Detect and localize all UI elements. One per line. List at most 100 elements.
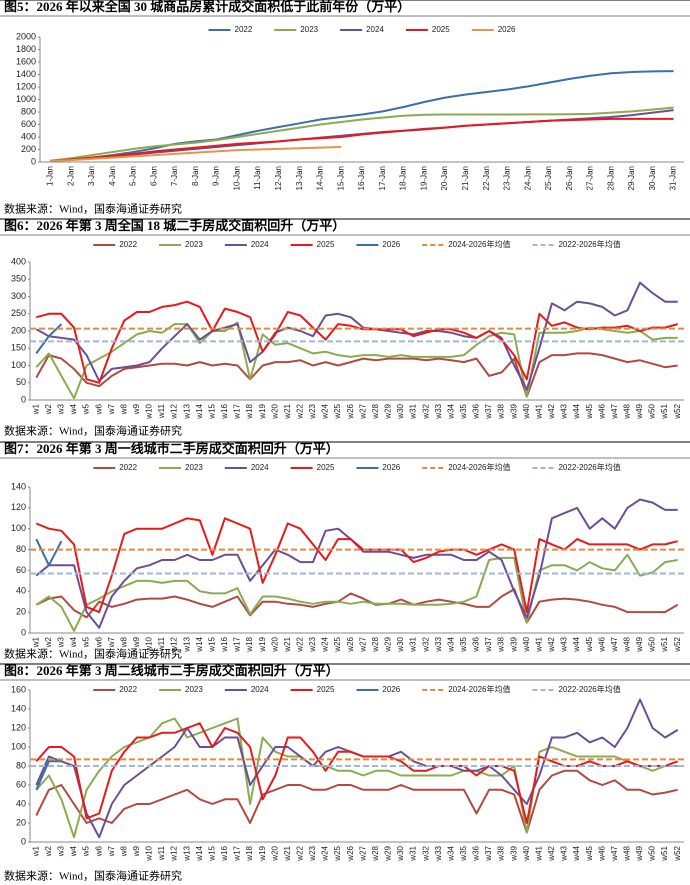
x-tick-label: w13 (182, 403, 191, 419)
x-tick-label: w16 (220, 636, 229, 652)
x-tick-label: 11-Jan (253, 166, 262, 190)
x-tick-label: w43 (560, 403, 569, 419)
legend-label: 2025 (317, 240, 335, 249)
y-tick-label: 80 (16, 544, 26, 554)
x-tick-label: w40 (522, 636, 531, 652)
x-tick-label: w37 (484, 845, 493, 861)
x-tick-label: w46 (597, 403, 606, 419)
y-tick-label: 140 (11, 703, 26, 713)
x-tick-label: 5-Jan (129, 166, 138, 186)
x-tick-label: 7-Jan (170, 166, 179, 186)
x-tick-label: w20 (270, 403, 279, 419)
source-note: 数据来源：Wind，国泰海通证券研究 (4, 869, 182, 883)
x-tick-label: w28 (371, 636, 380, 652)
y-tick-label: 200 (11, 325, 26, 335)
legend-label: 2026 (498, 25, 516, 34)
x-tick-label: w34 (446, 845, 455, 861)
x-tick-label: w16 (220, 845, 229, 861)
x-tick-label: w52 (673, 403, 682, 419)
x-tick-label: w11 (157, 636, 166, 652)
x-tick-label: w29 (384, 845, 393, 861)
x-tick-label: w51 (660, 636, 669, 652)
x-tick-label: w1 (31, 845, 40, 857)
x-tick-label: w39 (509, 636, 518, 652)
x-tick-label: w12 (170, 636, 179, 652)
x-tick-label: w44 (572, 845, 581, 861)
x-tick-label: w44 (572, 636, 581, 652)
y-tick-label: 0 (21, 836, 26, 846)
x-tick-label: w11 (157, 845, 166, 861)
x-tick-label: w32 (421, 636, 430, 652)
x-tick-label: 17-Jan (378, 166, 387, 190)
x-tick-label: w8 (119, 636, 128, 648)
x-tick-label: w27 (358, 845, 367, 861)
series-line (50, 117, 674, 162)
x-tick-label: 9-Jan (212, 166, 221, 186)
x-tick-label: w14 (195, 636, 204, 652)
x-tick-label: w32 (421, 845, 430, 861)
legend-label: 2025 (317, 685, 335, 694)
x-tick-label: w38 (497, 403, 506, 419)
x-tick-label: w49 (635, 403, 644, 419)
series-line (50, 146, 342, 162)
y-tick-label: 0 (31, 156, 36, 166)
series-line (50, 106, 674, 162)
x-tick-label: w5 (82, 845, 91, 857)
x-tick-label: w5 (82, 403, 91, 415)
x-tick-label: w36 (472, 403, 481, 419)
x-tick-label: w6 (94, 636, 103, 648)
x-tick-label: w51 (660, 845, 669, 861)
x-tick-label: w41 (534, 636, 543, 652)
x-tick-label: w15 (207, 845, 216, 861)
x-tick-label: w48 (623, 403, 632, 419)
x-tick-label: 31-Jan (669, 166, 678, 190)
x-tick-label: w14 (195, 845, 204, 861)
y-tick-label: 40 (16, 798, 26, 808)
x-tick-label: w41 (534, 845, 543, 861)
y-tick-label: 200 (21, 144, 36, 154)
x-tick-label: w36 (472, 845, 481, 861)
x-tick-label: w9 (132, 636, 141, 648)
x-tick-label: w15 (207, 403, 216, 419)
x-tick-label: w17 (233, 636, 242, 652)
y-tick-label: 100 (11, 741, 26, 751)
y-tick-label: 400 (11, 256, 26, 266)
x-tick-label: w25 (333, 845, 342, 861)
x-tick-label: w1 (31, 636, 40, 648)
legend-label: 2022-2026年均值 (558, 684, 620, 694)
x-tick-label: w50 (648, 636, 657, 652)
chart-title: 图6：2026 年第 3 周全国 18 城二手房成交面积回升（万平） (4, 218, 345, 233)
legend-label: 2025 (432, 25, 450, 34)
x-tick-label: w16 (220, 403, 229, 419)
x-tick-label: w24 (321, 403, 330, 419)
x-tick-label: w6 (94, 403, 103, 415)
x-tick-label: 26-Jan (565, 166, 574, 190)
y-tick-label: 2000 (16, 31, 36, 41)
x-tick-label: 14-Jan (316, 166, 325, 190)
legend-label: 2022 (119, 463, 137, 472)
x-tick-label: w42 (547, 636, 556, 652)
x-tick-label: 29-Jan (627, 166, 636, 190)
legend-label: 2024-2026年均值 (448, 239, 510, 249)
x-tick-label: w34 (446, 403, 455, 419)
x-tick-label: w24 (321, 636, 330, 652)
x-tick-label: w52 (673, 845, 682, 861)
x-tick-label: w25 (333, 636, 342, 652)
legend-label: 2022 (235, 25, 253, 34)
x-tick-label: w10 (145, 845, 154, 861)
series-line (35, 538, 63, 567)
legend-label: 2023 (185, 463, 203, 472)
x-tick-label: w4 (69, 636, 78, 648)
x-tick-label: 22-Jan (482, 166, 491, 190)
x-tick-label: w32 (421, 403, 430, 419)
x-tick-label: w21 (283, 636, 292, 652)
x-tick-label: w22 (296, 845, 305, 861)
x-tick-label: w42 (547, 403, 556, 419)
series-line (35, 517, 678, 614)
x-tick-label: w2 (44, 845, 53, 857)
y-tick-label: 100 (11, 360, 26, 370)
x-tick-label: w19 (258, 403, 267, 419)
chart-title: 图7：2026 年第 3 周一线城市二手房成交面积回升（万平） (4, 441, 339, 456)
legend-label: 2026 (382, 463, 400, 472)
y-tick-label: 20 (16, 817, 26, 827)
